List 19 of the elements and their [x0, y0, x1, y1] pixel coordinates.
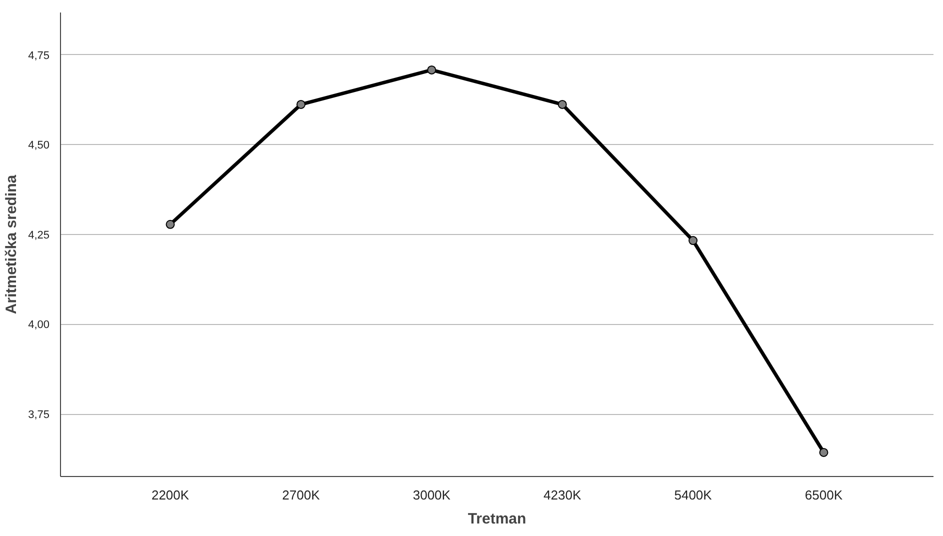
point: [296, 100, 306, 109]
point: [166, 220, 175, 229]
point: [427, 65, 436, 74]
y-tick-label: 4,00: [28, 319, 50, 332]
x-tick-label: 3000K: [412, 488, 451, 502]
point: [819, 448, 828, 457]
x-axis-title: Tretman: [468, 510, 526, 528]
y-axis-title: Aritmetička sredina: [3, 174, 20, 314]
x-tick-label: 6500K: [804, 488, 843, 502]
point: [558, 100, 567, 109]
x-tick-label: 4230K: [544, 488, 582, 502]
y-tick-label: 3,75: [28, 409, 50, 422]
x-tick-label: 5400K: [674, 488, 712, 502]
x-tick-label: 2700K: [282, 488, 320, 502]
x-tick-label: 2200K: [151, 488, 190, 502]
y-tick-label: 4,25: [28, 229, 50, 242]
y-tick-label: 4,75: [28, 50, 50, 62]
point: [688, 236, 698, 246]
y-tick-label: 4,50: [28, 140, 50, 152]
